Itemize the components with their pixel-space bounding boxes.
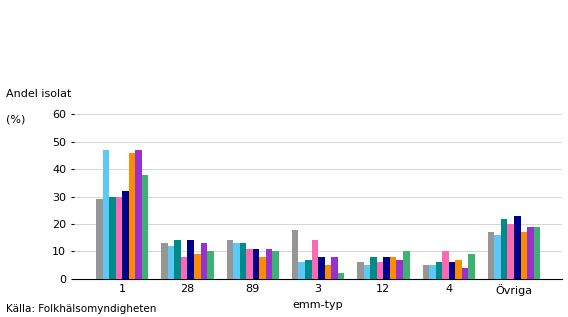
Bar	[429, 265, 436, 279]
Bar	[207, 251, 214, 279]
Bar	[488, 232, 494, 279]
Bar	[161, 243, 168, 279]
Text: Andel isolat: Andel isolat	[6, 89, 71, 99]
Bar	[260, 257, 266, 279]
Bar	[194, 254, 201, 279]
Bar	[96, 199, 103, 279]
Bar	[227, 241, 233, 279]
Bar	[436, 262, 442, 279]
Bar	[240, 243, 247, 279]
Bar	[331, 257, 337, 279]
Bar	[247, 249, 253, 279]
Bar	[377, 262, 383, 279]
Bar	[390, 257, 396, 279]
Bar	[135, 150, 142, 279]
Bar	[129, 152, 135, 279]
Bar	[507, 224, 514, 279]
Bar	[533, 227, 540, 279]
Bar	[455, 260, 462, 279]
Bar	[357, 262, 364, 279]
Bar	[273, 251, 279, 279]
Bar	[514, 216, 520, 279]
Bar	[423, 265, 429, 279]
Bar	[187, 241, 194, 279]
Bar	[442, 251, 449, 279]
Bar	[403, 251, 410, 279]
Bar	[494, 235, 501, 279]
Bar	[292, 230, 299, 279]
Bar	[103, 150, 109, 279]
Bar	[116, 197, 122, 279]
Bar	[266, 249, 273, 279]
Bar	[109, 197, 116, 279]
Bar	[201, 243, 207, 279]
Bar	[312, 241, 318, 279]
Bar	[337, 274, 344, 279]
Bar	[520, 232, 527, 279]
Bar	[168, 246, 174, 279]
Text: Källa: Folkhälsomyndigheten: Källa: Folkhälsomyndigheten	[6, 304, 156, 314]
Bar	[501, 218, 507, 279]
Bar	[305, 260, 312, 279]
Bar	[142, 175, 148, 279]
Bar	[468, 254, 475, 279]
Bar	[449, 262, 455, 279]
Bar	[324, 265, 331, 279]
Bar	[318, 257, 324, 279]
Text: (%): (%)	[6, 114, 25, 124]
Bar	[122, 191, 129, 279]
X-axis label: emm-typ: emm-typ	[293, 300, 344, 310]
Bar	[527, 227, 533, 279]
Bar	[181, 257, 187, 279]
Bar	[383, 257, 390, 279]
Bar	[462, 268, 468, 279]
Bar	[253, 249, 260, 279]
Bar	[396, 260, 403, 279]
Bar	[299, 262, 305, 279]
Bar	[233, 243, 240, 279]
Bar	[364, 265, 370, 279]
Bar	[370, 257, 377, 279]
Bar	[174, 241, 181, 279]
